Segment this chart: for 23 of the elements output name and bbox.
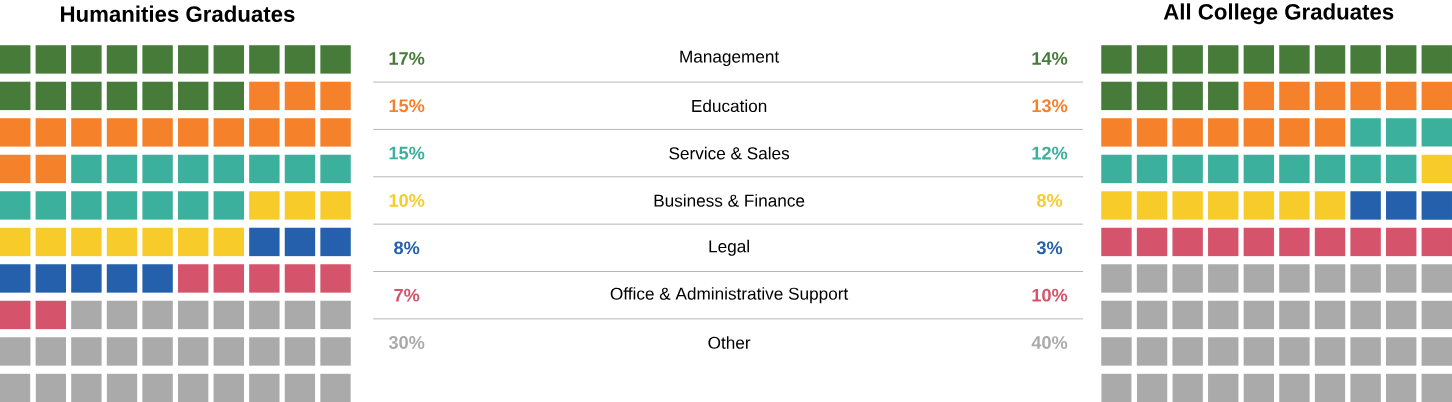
category-label: Business & Finance [654, 194, 805, 207]
data-label: 15% [389, 146, 425, 160]
data-label: 17% [389, 51, 425, 65]
data-label: 14% [1032, 51, 1068, 65]
data-label: 8% [394, 241, 420, 255]
category-label: Office & Administrative Support [610, 287, 849, 304]
category-label: Service & Sales [669, 146, 790, 160]
data-label: 7% [394, 288, 420, 302]
data-label: 13% [1032, 99, 1068, 113]
data-label: 10% [389, 193, 425, 207]
data-label: 3% [1036, 241, 1063, 255]
text: All College Graduates [1163, 3, 1394, 25]
data-label: 10% [1032, 288, 1068, 302]
category-label: Legal [709, 239, 749, 256]
data-label: 15% [389, 99, 425, 113]
text: Humanities Graduates [61, 5, 295, 22]
data-label: 30% [388, 336, 425, 349]
category-label: Management [680, 50, 780, 67]
category-label: Other [708, 336, 751, 349]
data-label: 12% [1032, 146, 1068, 160]
data-label: 40% [1031, 336, 1068, 349]
data-label: 8% [1036, 193, 1063, 207]
category-label: Education [692, 99, 767, 112]
